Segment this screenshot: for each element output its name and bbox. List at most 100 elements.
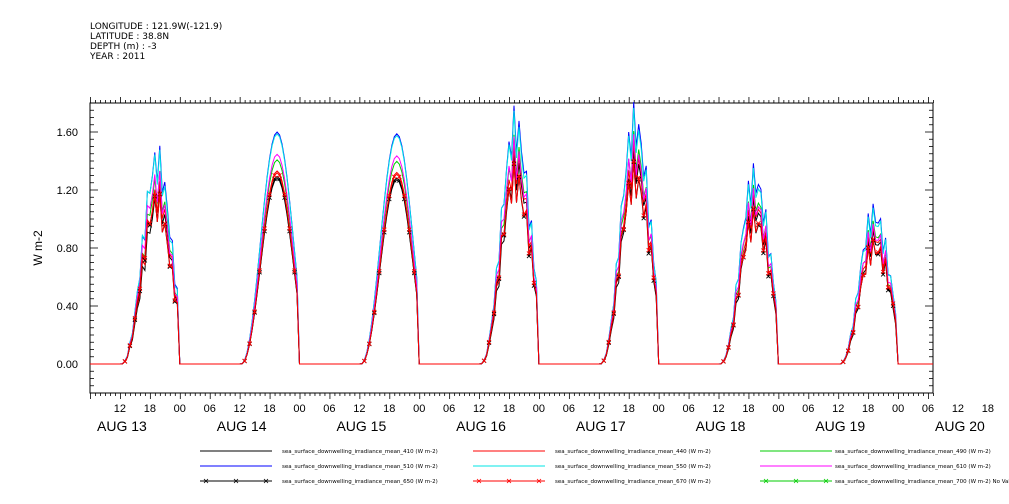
series-marker [491, 310, 497, 315]
x-day-label: AUG 17 [576, 418, 626, 434]
series-marker [376, 268, 382, 274]
series-line [90, 160, 933, 365]
series-marker [621, 226, 627, 232]
x-tick-label: 12 [353, 403, 365, 415]
legend-marker [793, 478, 799, 484]
series-layer [90, 102, 933, 365]
series-marker [142, 255, 148, 261]
series-marker [257, 268, 262, 273]
legend-label: sea_surface_downwelling_irradiance_mean_… [555, 449, 711, 455]
year-line: YEAR : 2011 [90, 52, 146, 62]
series-marker [122, 359, 128, 364]
series-line [90, 130, 933, 365]
series-marker [606, 339, 612, 345]
legend-label: sea_surface_downwelling_irradiance_mean_… [835, 464, 991, 470]
series-marker [850, 329, 856, 335]
series-marker [267, 192, 272, 197]
x-tick-label: 12 [234, 403, 246, 415]
series-marker [506, 186, 512, 191]
series-marker [651, 275, 656, 280]
y-tick-label: 0.80 [57, 243, 78, 255]
series-line [90, 102, 933, 365]
longitude-line: LONGITUDE : 121.9W(-121.9) [90, 22, 223, 32]
series-marker [406, 227, 412, 232]
x-tick-label: 18 [263, 403, 275, 415]
axis-labels: 0.00 0.40 0.80 1.20 1.60 W m-2 12 18 00 06 12 18 00 0… [31, 127, 994, 434]
legend-label: sea_surface_downwelling_irradiance_mean_… [282, 479, 438, 485]
legend-marker [263, 478, 269, 484]
legend-marker [476, 478, 482, 484]
x-tick-label: 06 [802, 403, 814, 415]
series-marker [272, 173, 277, 178]
series-marker [875, 250, 881, 255]
series-marker [746, 219, 751, 224]
x-day-label: AUG 16 [456, 418, 506, 434]
x-tick-label: 06 [682, 403, 694, 415]
x-tick-label: 18 [383, 403, 395, 415]
x-day-label: AUG 15 [336, 418, 386, 434]
series-marker [396, 174, 402, 180]
legend-marker [536, 478, 542, 484]
series-marker [526, 251, 532, 256]
x-tick-label: 12 [712, 403, 724, 415]
x-tick-label: 00 [653, 403, 665, 415]
series-marker [287, 226, 292, 231]
series-marker [631, 158, 637, 164]
x-tick-label: 00 [772, 403, 784, 415]
x-tick-label: 12 [952, 403, 964, 415]
series-marker [152, 193, 158, 198]
legend-marker [506, 478, 512, 484]
y-tick-label: 0.40 [57, 301, 78, 313]
series-marker [167, 263, 173, 268]
series-marker [756, 220, 761, 226]
series-marker [521, 212, 527, 217]
series-marker [386, 193, 392, 199]
x-day-label: AUG 18 [696, 418, 746, 434]
x-tick-label: 18 [862, 403, 874, 415]
x-tick-label: 12 [473, 403, 485, 415]
series-marker [247, 341, 252, 346]
series-marker [381, 227, 387, 232]
series-marker [132, 315, 138, 321]
series-marker [616, 273, 622, 278]
x-tick-label: 18 [623, 403, 635, 415]
series-marker [766, 271, 771, 276]
legend-label: sea_surface_downwelling_irradiance_mean_… [282, 464, 438, 470]
series-marker [726, 344, 731, 350]
series-marker [611, 310, 617, 315]
series-marker [262, 226, 267, 231]
series-marker [372, 309, 377, 315]
x-tick-label: 18 [982, 403, 994, 415]
x-tick-label: 12 [593, 403, 605, 415]
series-marker [601, 358, 607, 363]
series-marker [367, 341, 372, 346]
series-marker [282, 192, 287, 197]
series-marker [865, 244, 871, 250]
axis-ticks [90, 97, 934, 399]
x-tick-label: 18 [742, 403, 754, 415]
legend-marker [203, 478, 209, 484]
legend-marker [763, 478, 769, 484]
series-marker [521, 214, 527, 219]
series-marker [167, 264, 173, 269]
series-marker [855, 304, 861, 310]
x-tick-label: 12 [832, 403, 844, 415]
series-marker [646, 247, 651, 253]
series-marker [157, 191, 163, 196]
legend-label: sea_surface_downwelling_irradiance_mean_… [555, 479, 711, 485]
series-marker [401, 193, 407, 199]
series-marker [741, 254, 746, 260]
series-marker [840, 359, 846, 365]
series-marker [531, 280, 537, 286]
legend-label: sea_surface_downwelling_irradiance_mean_… [555, 464, 711, 470]
series-marker [252, 309, 257, 314]
series-marker [516, 173, 522, 179]
series-marker [761, 248, 766, 253]
x-tick-label: 06 [563, 403, 575, 415]
series-marker [751, 206, 756, 211]
y-tick-label: 1.20 [57, 185, 78, 197]
series-marker [641, 213, 647, 218]
legend-marker [233, 478, 239, 484]
x-day-label: AUG 19 [815, 418, 865, 434]
